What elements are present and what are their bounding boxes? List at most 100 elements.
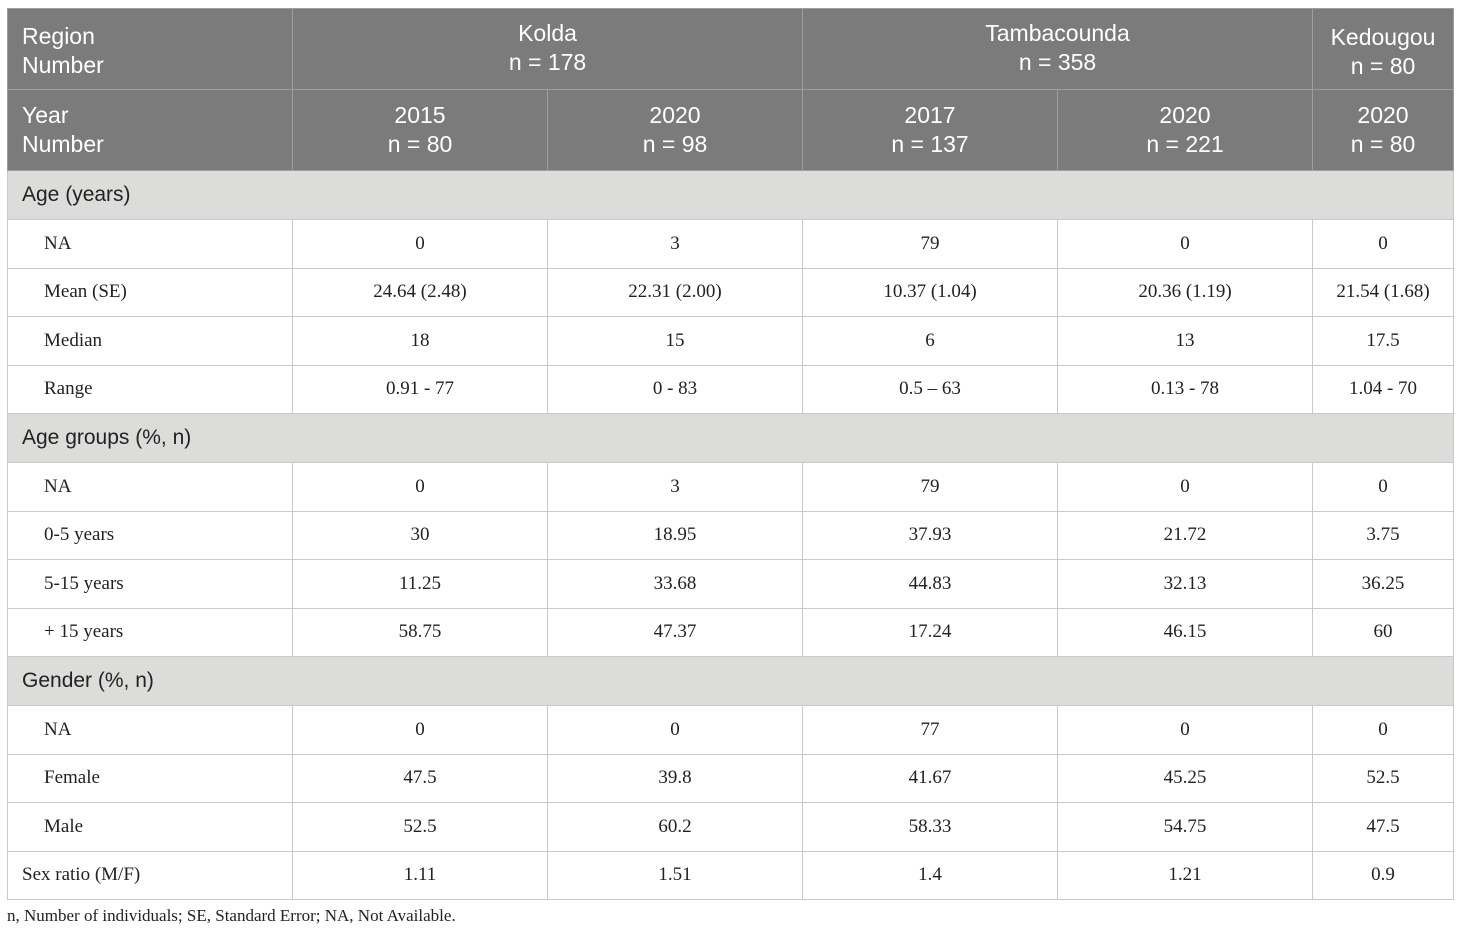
table-cell: 17.24 xyxy=(802,607,1059,657)
table-cell: 52.5 xyxy=(292,802,548,852)
header-year-col: 2020 n = 80 xyxy=(1312,89,1455,171)
table-row: NA 0 3 79 0 0 xyxy=(7,219,1455,269)
table-cell: 0 xyxy=(1312,705,1455,755)
table-cell: 32.13 xyxy=(1057,559,1314,609)
table-cell: 0.9 xyxy=(1312,850,1455,900)
table-cell: 10.37 (1.04) xyxy=(802,267,1059,317)
table-cell: 24.64 (2.48) xyxy=(292,267,548,317)
table-cell: 79 xyxy=(802,462,1059,512)
table-cell: 18 xyxy=(292,316,548,366)
table-cell: 21.54 (1.68) xyxy=(1312,267,1455,317)
row-label: NA xyxy=(7,462,293,512)
table-cell: 45.25 xyxy=(1057,753,1314,803)
table-row: Male 52.5 60.2 58.33 54.75 47.5 xyxy=(7,802,1455,852)
table-cell: 60.2 xyxy=(546,802,804,852)
table-row: Female 47.5 39.8 41.67 45.25 52.5 xyxy=(7,753,1455,803)
section-title: Gender (%, n) xyxy=(6,656,1455,706)
header-region-kolda: Kolda n = 178 xyxy=(291,8,804,90)
year-value: 2020 xyxy=(1357,102,1409,128)
table-cell: 0 xyxy=(1057,705,1314,755)
table-row: Median 18 15 6 13 17.5 xyxy=(7,316,1455,366)
year-value: 2017 xyxy=(904,102,956,128)
section-title: Age (years) xyxy=(6,170,1455,220)
year-value: 2015 xyxy=(394,102,446,128)
row-label: Mean (SE) xyxy=(7,267,293,317)
section-header-gender: Gender (%, n) xyxy=(6,656,1455,706)
row-label: Median xyxy=(7,316,293,366)
header-region-label: Region Number xyxy=(7,8,293,90)
header-row-year: Year Number 2015 n = 80 2020 n = 98 2017… xyxy=(7,89,1455,171)
header-region-tambacounda: Tambacounda n = 358 xyxy=(802,8,1314,90)
region-name: Kedougou xyxy=(1330,24,1436,50)
table-cell: 0 xyxy=(1057,462,1314,512)
row-label: Female xyxy=(7,753,293,803)
header-region-kedougou: Kedougou n = 80 xyxy=(1312,8,1455,90)
region-name: Kolda xyxy=(518,20,577,46)
year-count: n = 137 xyxy=(891,131,969,157)
section-header-age: Age (years) xyxy=(6,170,1455,220)
table-cell: 44.83 xyxy=(802,559,1059,609)
region-count: n = 358 xyxy=(1018,49,1097,75)
table-row: + 15 years 58.75 47.37 17.24 46.15 60 xyxy=(7,607,1455,657)
table-row: 0-5 years 30 18.95 37.93 21.72 3.75 xyxy=(7,510,1455,560)
year-count: n = 80 xyxy=(387,131,453,157)
table-row: NA 0 0 77 0 0 xyxy=(7,705,1455,755)
year-count: n = 98 xyxy=(642,131,708,157)
table-cell: 1.21 xyxy=(1057,850,1314,900)
table-cell: 58.75 xyxy=(292,607,548,657)
region-count: n = 178 xyxy=(508,49,587,75)
table-row: Mean (SE) 24.64 (2.48) 22.31 (2.00) 10.3… xyxy=(7,267,1455,317)
year-count: n = 80 xyxy=(1350,131,1416,157)
table-cell: 0 xyxy=(292,705,548,755)
region-count: n = 80 xyxy=(1350,53,1416,79)
row-label: Male xyxy=(7,802,293,852)
table-cell: 41.67 xyxy=(802,753,1059,803)
header-year-text: Year xyxy=(22,102,69,128)
table-cell: 11.25 xyxy=(292,559,548,609)
header-year-col: 2020 n = 98 xyxy=(546,89,804,171)
table-footnote: n, Number of individuals; SE, Standard E… xyxy=(7,906,456,925)
table-cell: 47.5 xyxy=(1312,802,1455,852)
table-cell: 0 xyxy=(292,219,548,269)
table-cell: 3 xyxy=(546,219,804,269)
table-cell: 15 xyxy=(546,316,804,366)
table-cell: 0 xyxy=(292,462,548,512)
table-cell: 47.5 xyxy=(292,753,548,803)
row-label: 5-15 years xyxy=(7,559,293,609)
row-label: Range xyxy=(7,364,293,414)
table-cell: 21.72 xyxy=(1057,510,1314,560)
table-cell: 0 xyxy=(1312,219,1455,269)
year-value: 2020 xyxy=(649,102,701,128)
row-label: NA xyxy=(7,705,293,755)
table-cell: 22.31 (2.00) xyxy=(546,267,804,317)
region-name: Tambacounda xyxy=(985,20,1130,46)
table-cell: 3.75 xyxy=(1312,510,1455,560)
year-count: n = 221 xyxy=(1146,131,1224,157)
table-cell: 0 xyxy=(546,705,804,755)
table-cell: 39.8 xyxy=(546,753,804,803)
table-cell: 0 xyxy=(1312,462,1455,512)
row-label: NA xyxy=(7,219,293,269)
table-cell: 47.37 xyxy=(546,607,804,657)
table-cell: 0 xyxy=(1057,219,1314,269)
demographics-table: Region Number Kolda n = 178 Tambacounda … xyxy=(6,8,1455,900)
table-cell: 1.04 - 70 xyxy=(1312,364,1455,414)
row-label: Sex ratio (M/F) xyxy=(7,850,293,900)
table-cell: 30 xyxy=(292,510,548,560)
table-cell: 6 xyxy=(802,316,1059,366)
table-cell: 20.36 (1.19) xyxy=(1057,267,1314,317)
table-row: NA 0 3 79 0 0 xyxy=(7,462,1455,512)
table-row: Range 0.91 - 77 0 - 83 0.5 – 63 0.13 - 7… xyxy=(7,364,1455,414)
table-cell: 0.13 - 78 xyxy=(1057,364,1314,414)
header-number-text: Number xyxy=(22,51,104,78)
header-year-label: Year Number xyxy=(7,89,293,171)
table-cell: 18.95 xyxy=(546,510,804,560)
table-cell: 0.91 - 77 xyxy=(292,364,548,414)
table-cell: 0 - 83 xyxy=(546,364,804,414)
year-value: 2020 xyxy=(1159,102,1211,128)
header-row-region: Region Number Kolda n = 178 Tambacounda … xyxy=(7,8,1455,90)
table-cell: 60 xyxy=(1312,607,1455,657)
header-year-col: 2017 n = 137 xyxy=(802,89,1059,171)
table-row-sex-ratio: Sex ratio (M/F) 1.11 1.51 1.4 1.21 0.9 xyxy=(7,850,1455,900)
row-label: + 15 years xyxy=(7,607,293,657)
